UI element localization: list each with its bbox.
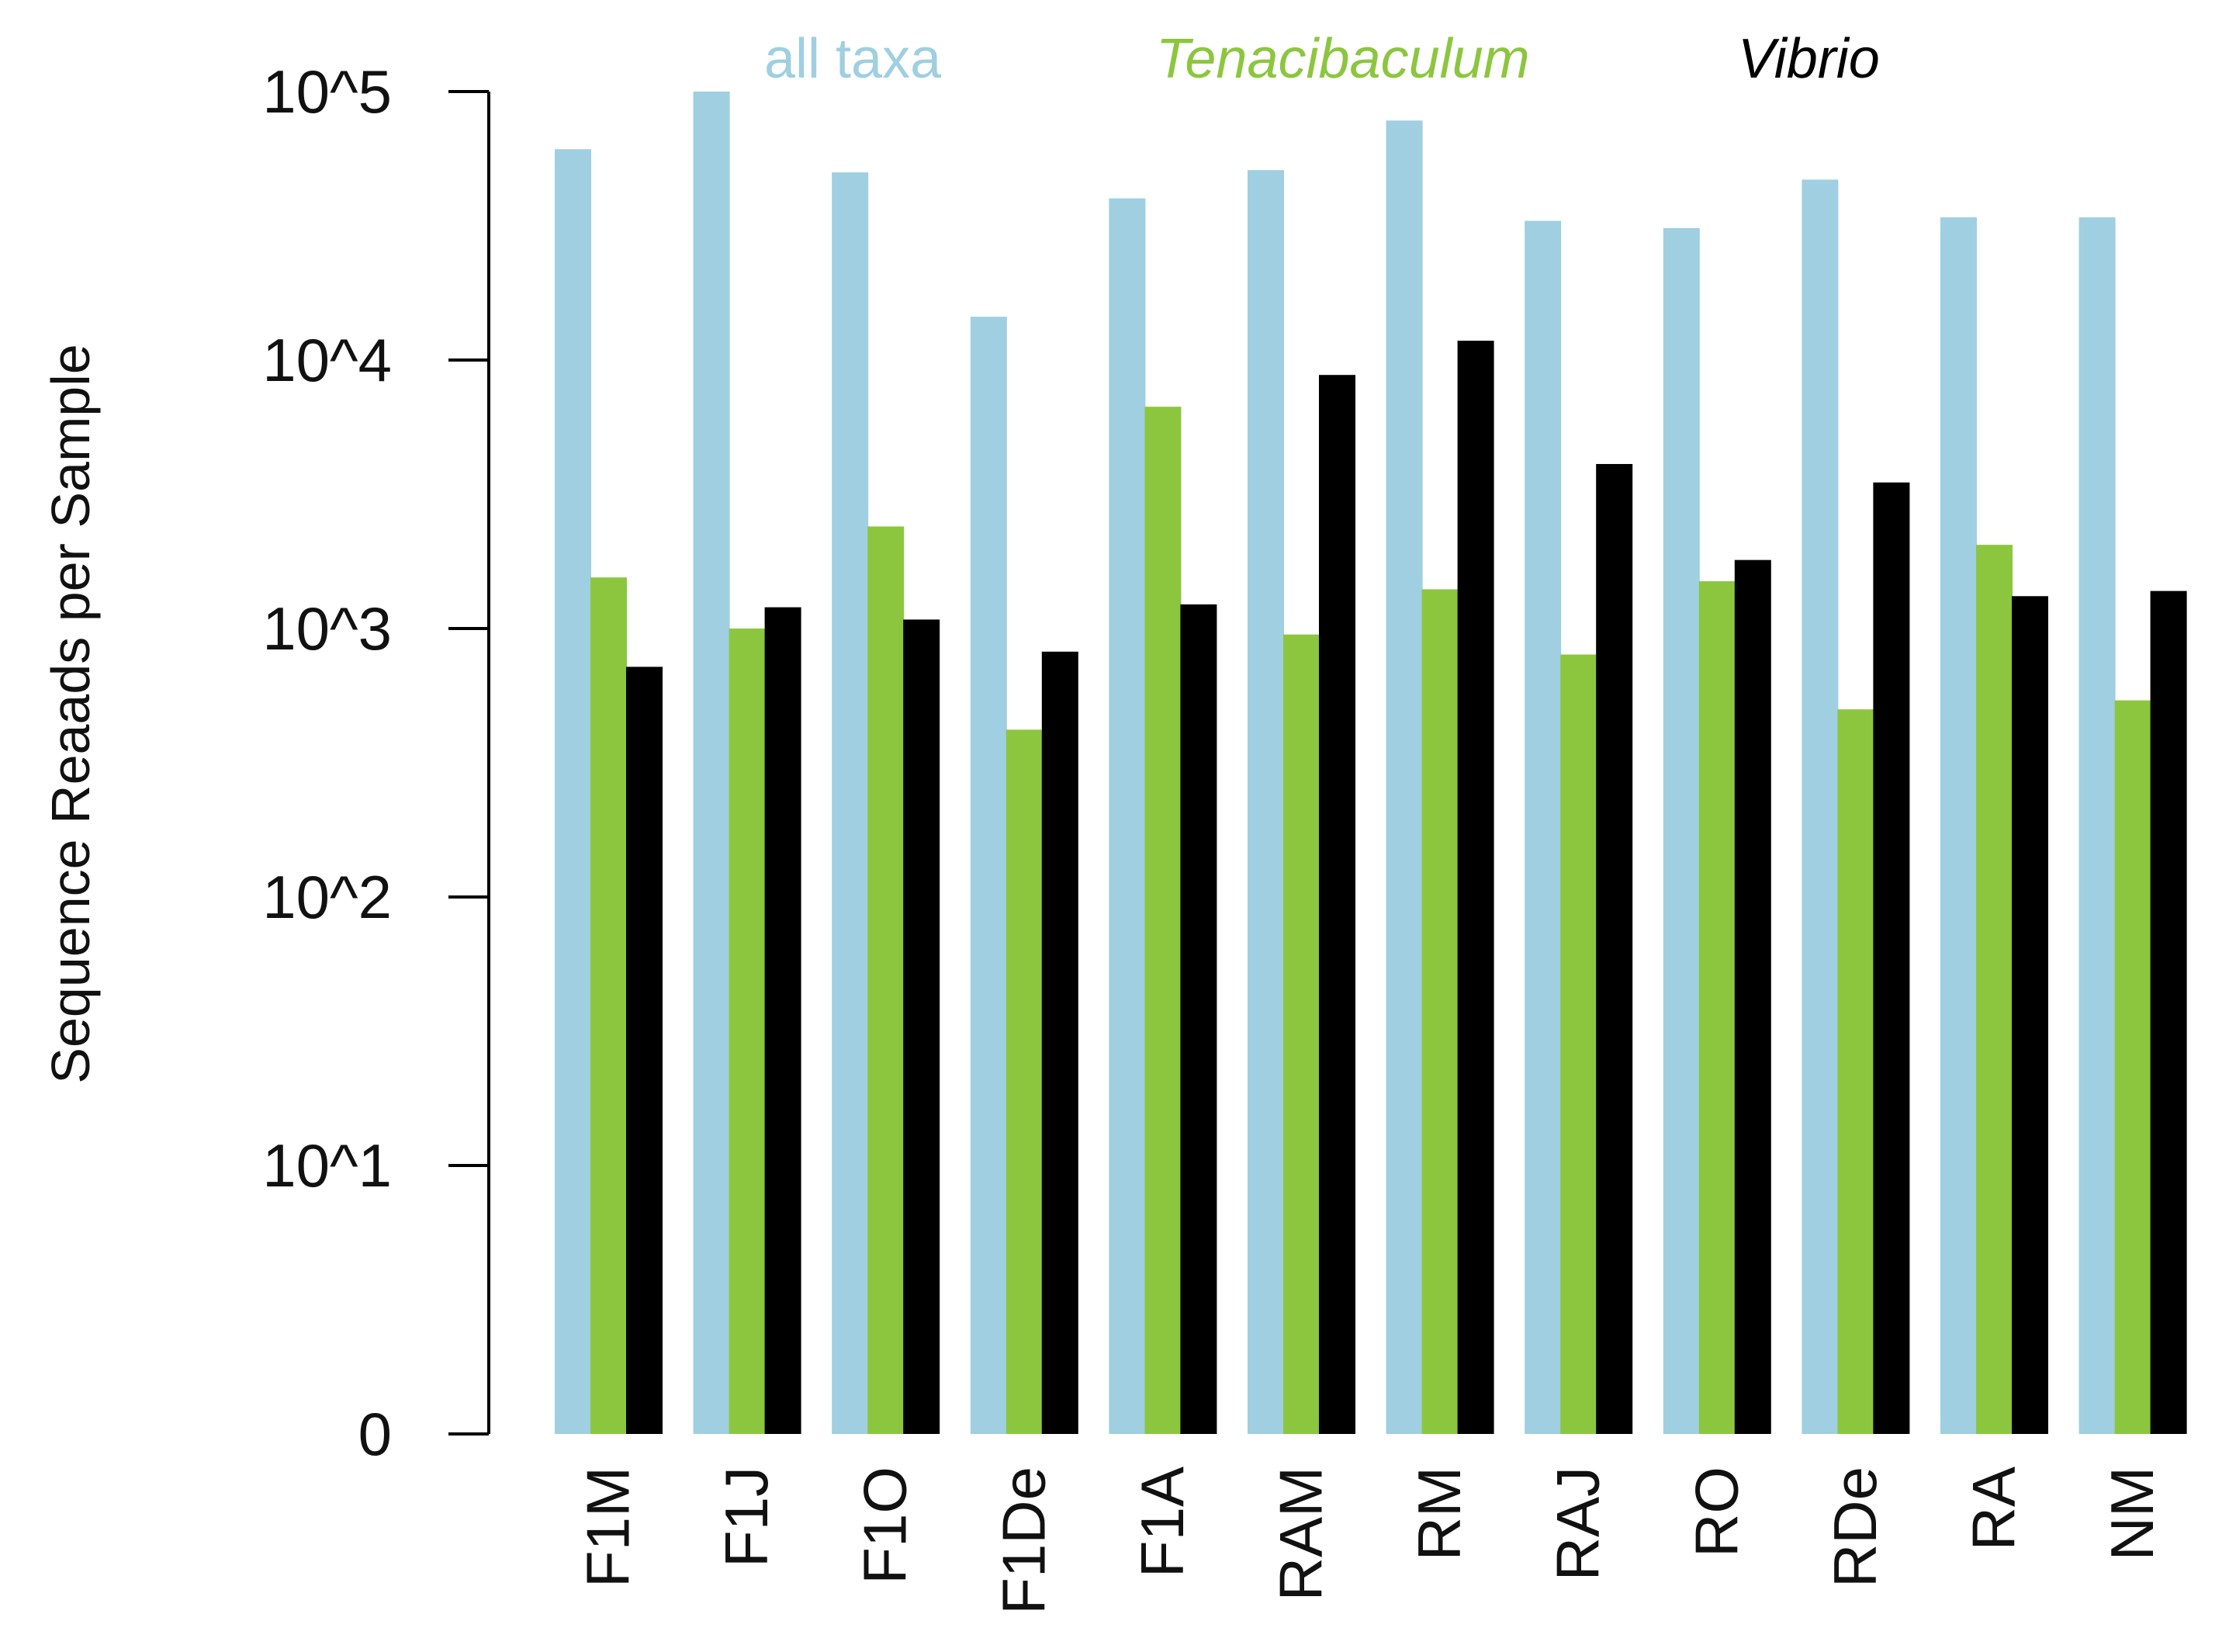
bar-nm-tenacibaculum <box>2114 700 2151 1434</box>
y-axis-label: Sequence Reaads per Sample <box>40 344 101 1083</box>
x-tick-label-f1j: F1J <box>712 1467 780 1567</box>
legend: all taxa Tenacibaculum Vibrio <box>764 28 1880 90</box>
bar-ro-all-taxa <box>1663 227 1700 1434</box>
bar-f1a-vibrio <box>1180 604 1217 1434</box>
bar-ra-tenacibaculum <box>1976 545 2013 1434</box>
x-tick-label-rm: RM <box>1405 1467 1473 1560</box>
bar-f1o-vibrio <box>903 619 940 1435</box>
bar-rm-all-taxa <box>1386 120 1423 1435</box>
y-tick-label: 10^4 <box>262 326 392 394</box>
x-tick-label-f1m: F1M <box>574 1467 642 1588</box>
x-tick-label-rde: RDe <box>1821 1467 1889 1588</box>
bar-ro-tenacibaculum <box>1698 581 1736 1434</box>
bar-f1j-tenacibaculum <box>729 629 766 1434</box>
category-labels: F1M F1J F1O F1De F1A RAM RM RAJ RO RDe RA NM <box>574 1467 2167 1615</box>
bar-f1j-all-taxa <box>693 92 730 1434</box>
bar-raj-tenacibaculum <box>1560 654 1597 1434</box>
legend-label-tenacibaculum: Tenacibaculum <box>1156 28 1530 90</box>
bars-group <box>555 92 2187 1435</box>
x-tick-label-raj: RAJ <box>1544 1467 1612 1581</box>
bar-f1m-vibrio <box>626 667 663 1434</box>
bar-nm-vibrio <box>2150 590 2187 1434</box>
bar-rm-vibrio <box>1457 341 1494 1435</box>
bar-ram-all-taxa <box>1248 170 1284 1435</box>
bar-ra-vibrio <box>2012 596 2048 1434</box>
bar-nm-all-taxa <box>2078 217 2116 1435</box>
bar-rde-tenacibaculum <box>1837 709 1874 1434</box>
bar-ro-vibrio <box>1734 559 1771 1434</box>
bar-rm-tenacibaculum <box>1421 589 1459 1434</box>
x-tick-label-nm: NM <box>2098 1467 2166 1560</box>
bar-f1a-all-taxa <box>1109 198 1146 1434</box>
bar-f1a-tenacibaculum <box>1144 407 1182 1434</box>
x-tick-label-f1de: F1De <box>989 1467 1057 1615</box>
bar-ra-all-taxa <box>1940 217 1977 1435</box>
bar-f1de-tenacibaculum <box>1005 729 1043 1434</box>
bar-f1de-vibrio <box>1041 651 1078 1434</box>
y-tick-label: 10^2 <box>262 863 392 931</box>
bar-f1o-tenacibaculum <box>867 526 905 1434</box>
bar-ram-vibrio <box>1319 375 1355 1434</box>
x-tick-label-f1o: F1O <box>851 1467 919 1584</box>
bar-raj-vibrio <box>1596 463 1633 1434</box>
y-tick-label: 10^5 <box>262 57 392 126</box>
legend-label-all-taxa: all taxa <box>764 28 942 90</box>
x-tick-label-ra: RA <box>1960 1467 2028 1550</box>
bar-f1j-vibrio <box>764 607 801 1434</box>
x-tick-label-ro: RO <box>1682 1467 1750 1557</box>
bar-f1o-all-taxa <box>832 172 869 1434</box>
y-tick-label: 10^1 <box>262 1131 392 1200</box>
y-tick-label: 0 <box>358 1400 392 1468</box>
y-tick-label: 10^3 <box>262 594 392 663</box>
x-tick-label-f1a: F1A <box>1128 1467 1196 1578</box>
bar-f1m-tenacibaculum <box>590 577 627 1434</box>
legend-label-vibrio: Vibrio <box>1738 28 1880 90</box>
bar-f1de-all-taxa <box>970 317 1007 1435</box>
bar-raj-all-taxa <box>1525 220 1562 1434</box>
bar-ram-tenacibaculum <box>1283 634 1320 1434</box>
bar-f1m-all-taxa <box>555 149 591 1434</box>
y-axis: 0 10^1 10^2 10^3 10^4 10^5 <box>262 57 490 1468</box>
bar-rde-vibrio <box>1873 482 1910 1434</box>
bar-rde-all-taxa <box>1802 179 1839 1435</box>
x-tick-label-ram: RAM <box>1267 1467 1335 1601</box>
